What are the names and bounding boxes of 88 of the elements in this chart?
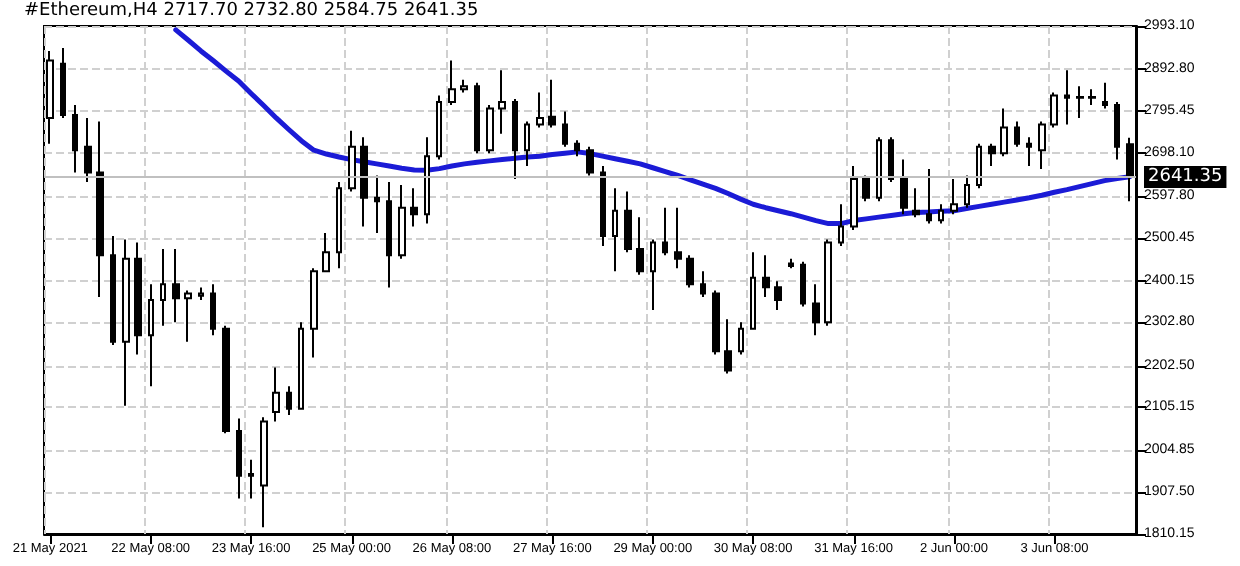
- candlestick: [686, 254, 694, 289]
- candlestick: [460, 78, 468, 94]
- candlestick: [562, 110, 568, 148]
- candlestick: [800, 260, 806, 308]
- candlestick: [248, 458, 254, 500]
- candlestick: [410, 187, 418, 228]
- candlestick: [486, 104, 494, 155]
- candlestick: [724, 318, 732, 375]
- candlestick: [148, 283, 154, 388]
- candlestick: [774, 280, 782, 311]
- candlestick: [850, 165, 858, 232]
- candlestick: [738, 321, 744, 356]
- candlestick: [72, 104, 78, 174]
- candlestick: [172, 247, 180, 324]
- candlestick: [424, 136, 430, 225]
- candlestick: [60, 46, 66, 119]
- candlestick: [1050, 91, 1058, 129]
- candlestick: [1114, 101, 1120, 161]
- candlestick: [310, 267, 318, 359]
- candlestick: [900, 158, 908, 216]
- candlestick: [712, 289, 720, 356]
- candlestick: [386, 180, 392, 289]
- candlestick: [988, 142, 996, 168]
- candlestick: [1014, 120, 1020, 148]
- text: #Ethereum,H4 2717.70 2732.80 2584.75 2641.35: [24, 1, 479, 21]
- ref-line-label: 2641.35: [1148, 167, 1223, 188]
- candlestick: [612, 187, 618, 273]
- candlestick: [548, 78, 556, 129]
- candlestick: [512, 98, 518, 180]
- candlestick: [222, 324, 230, 435]
- candlestick: [122, 238, 130, 407]
- candlestick: [912, 187, 920, 219]
- candlestick: [348, 129, 356, 193]
- candlestick: [1088, 88, 1096, 107]
- candlestick: [184, 289, 192, 343]
- candlestick: [1026, 136, 1032, 168]
- candlestick: [838, 203, 844, 247]
- candlestick: [374, 174, 380, 235]
- candlestick: [360, 136, 368, 228]
- candlestick: [524, 120, 530, 168]
- candlestick: [876, 136, 882, 203]
- candlestick: [536, 91, 544, 129]
- candlestick: [624, 190, 632, 254]
- candlestick: [976, 142, 982, 190]
- candlestick: [662, 206, 668, 257]
- candlestick: [636, 216, 644, 276]
- line-series: [173, 27, 1133, 227]
- candlestick: [674, 206, 682, 270]
- candlestick: [1038, 120, 1046, 171]
- candlestick: [436, 94, 442, 161]
- candlestick: [812, 283, 820, 337]
- candlestick: [862, 174, 870, 203]
- candlestick: [938, 203, 944, 225]
- candlestick: [650, 238, 656, 311]
- candlestick: [272, 366, 280, 423]
- candlestick: [298, 321, 304, 410]
- candlestick: [474, 81, 480, 155]
- candlestick: [574, 139, 580, 158]
- candlestick: [160, 247, 166, 327]
- candlestick: [110, 235, 116, 347]
- candlestick: [260, 416, 268, 529]
- candlestick: [1076, 85, 1084, 119]
- candlestick: [286, 385, 292, 417]
- candlestick: [788, 257, 794, 270]
- candlestick: [950, 177, 958, 216]
- candlestick: [448, 59, 456, 107]
- candlestick: [84, 116, 92, 183]
- candlestick: [322, 232, 330, 273]
- candlestick: [236, 417, 242, 500]
- candlestick: [824, 238, 832, 327]
- candlestick: [1064, 69, 1070, 126]
- candlestick: [134, 241, 142, 356]
- candlestick: [96, 120, 104, 299]
- candlestick: [336, 180, 342, 270]
- candlestick: [888, 136, 894, 183]
- candlestick: [1102, 81, 1108, 110]
- candlestick: [600, 165, 606, 247]
- candlestick: [198, 286, 204, 302]
- candlestick: [750, 251, 756, 330]
- candlestick: [210, 283, 216, 337]
- candlestick: [498, 69, 506, 135]
- candlestick: [926, 168, 932, 225]
- candlestick: [762, 254, 770, 299]
- candlestick: [1000, 107, 1008, 158]
- candlestick: [700, 270, 706, 299]
- candlestick: [964, 174, 970, 209]
- candlestick: [398, 183, 406, 260]
- candlestick: [586, 145, 594, 177]
